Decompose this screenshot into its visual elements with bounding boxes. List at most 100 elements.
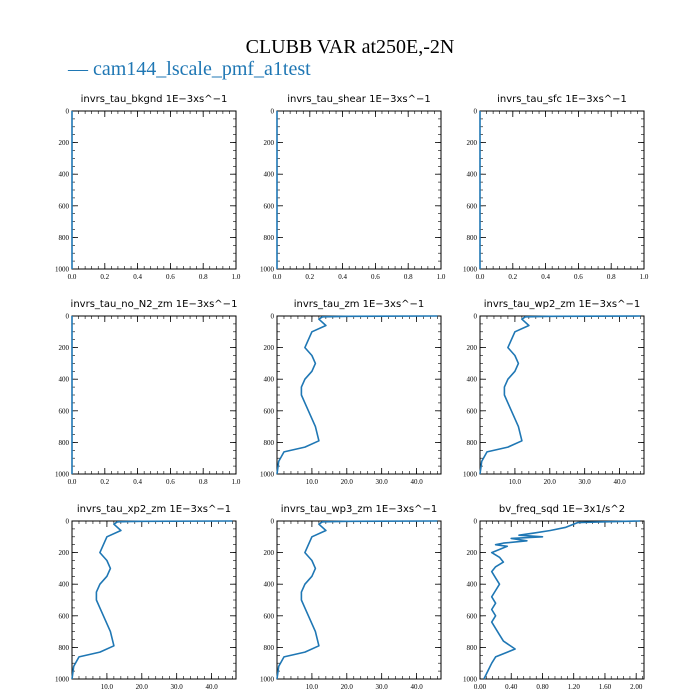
subplot-4: invrs_tau_no_N2_zm 1E−3xs^−10 200 400 600 80…: [55, 299, 241, 486]
x-tick-label: 0.0: [68, 273, 77, 281]
x-tick-label: 0.2: [100, 478, 109, 486]
x-tick-label: 0.8: [404, 273, 413, 281]
y-tick-label: 800: [467, 234, 478, 242]
x-tick-label: 10.0: [101, 683, 114, 691]
y-tick-label: 1000: [260, 471, 275, 479]
x-tick-label: 20.0: [544, 478, 557, 486]
y-tick-label: 400: [59, 171, 70, 179]
x-tick-label: 0.4: [541, 273, 550, 281]
plot-frame: [71, 315, 237, 475]
x-tick-label: 0.6: [574, 273, 583, 281]
y-tick-label: 800: [264, 439, 275, 447]
x-tick-label: 0.0: [68, 478, 77, 486]
x-tick-label: 30.0: [579, 478, 592, 486]
y-tick-label: 800: [467, 644, 478, 652]
y-tick-label: 0: [271, 313, 275, 321]
subplot-7: invrs_tau_xp2_zm 1E−3xs^−1 0 200 400 600 800 1…: [55, 504, 237, 691]
y-tick-label: 0: [66, 518, 70, 526]
x-tick-label: 0.2: [305, 273, 314, 281]
x-tick-label: 0.8: [607, 273, 616, 281]
y-tick-label: 400: [59, 376, 70, 384]
subplot-6: invrs_tau_wp2_zm 1E−3xs^−1 0 200 400 600 800 1…: [463, 299, 645, 486]
x-tick-label: 20.0: [341, 683, 354, 691]
y-tick-label: 400: [264, 581, 275, 589]
subplot-title: invrs_tau_wp2_zm 1E−3xs^−1: [484, 299, 640, 310]
x-tick-label: 1.0: [232, 273, 241, 281]
subplot-title: invrs_tau_shear 1E−3xs^−1: [287, 94, 431, 105]
plot-frame: [479, 520, 645, 680]
y-tick-label: 200: [59, 549, 70, 557]
y-tick-label: 600: [467, 612, 478, 620]
x-tick-label: 20.0: [341, 478, 354, 486]
y-tick-label: 200: [264, 139, 275, 147]
series-line: [479, 315, 641, 475]
x-tick-label: 0.6: [371, 273, 380, 281]
y-tick-label: 600: [264, 612, 275, 620]
plot-frame: [276, 110, 442, 270]
y-tick-label: 1000: [55, 471, 70, 479]
y-tick-label: 200: [467, 549, 478, 557]
x-tick-label: 40.0: [205, 683, 218, 691]
plot-frame: [479, 110, 645, 270]
y-tick-label: 1000: [55, 676, 70, 684]
x-tick-label: 0.8: [199, 478, 208, 486]
y-tick-label: 1000: [55, 266, 70, 274]
subplot-title: invrs_tau_xp2_zm 1E−3xs^−1: [77, 504, 231, 515]
x-tick-label: 1.0: [437, 273, 446, 281]
y-tick-label: 400: [467, 581, 478, 589]
x-tick-label: 40.0: [410, 478, 423, 486]
y-tick-label: 200: [467, 344, 478, 352]
subplot-2: invrs_tau_shear 1E−3xs^−1 0 200 400 600 800 10…: [260, 94, 446, 281]
subplot-title: invrs_tau_no_N2_zm 1E−3xs^−1: [71, 299, 238, 310]
subplot-5: invrs_tau_zm 1E−3xs^−1 0 200 400 600 800 1000 1…: [260, 299, 442, 486]
subplot-title: invrs_tau_zm 1E−3xs^−1: [294, 299, 425, 310]
y-tick-label: 800: [467, 439, 478, 447]
y-tick-label: 600: [59, 612, 70, 620]
x-tick-label: 1.0: [640, 273, 649, 281]
x-tick-label: 0.8: [199, 273, 208, 281]
x-tick-label: 0.4: [338, 273, 347, 281]
legend-entry: — cam144_lscale_pmf_a1test: [68, 58, 311, 80]
y-tick-label: 1000: [260, 676, 275, 684]
series-line: [276, 520, 438, 680]
x-tick-label: 0.6: [166, 478, 175, 486]
x-tick-label: 0.4: [133, 273, 142, 281]
y-tick-label: 800: [59, 644, 70, 652]
x-tick-label: 10.0: [306, 683, 319, 691]
y-tick-label: 600: [467, 407, 478, 415]
subplot-title: invrs_tau_sfc 1E−3xs^−1: [497, 94, 627, 105]
x-tick-label: 1.0: [232, 478, 241, 486]
x-tick-label: 40.0: [613, 478, 626, 486]
plot-frame: [71, 110, 237, 270]
subplot-title: bv_freq_sqd 1E−3x1/s^2: [499, 504, 625, 515]
x-tick-label: 0.2: [508, 273, 517, 281]
x-tick-label: 10.0: [509, 478, 522, 486]
y-tick-label: 800: [59, 439, 70, 447]
subplot-8: invrs_tau_wp3_zm 1E−3xs^−1 0 200 400 600 800 1…: [260, 504, 442, 691]
y-tick-label: 600: [467, 202, 478, 210]
series-line: [483, 520, 641, 680]
y-tick-label: 0: [474, 313, 478, 321]
y-tick-label: 400: [59, 581, 70, 589]
y-tick-label: 200: [59, 139, 70, 147]
y-tick-label: 400: [467, 171, 478, 179]
y-tick-label: 0: [474, 108, 478, 116]
x-tick-label: 0.40: [505, 683, 518, 691]
x-tick-label: 0.0: [273, 273, 282, 281]
y-tick-label: 800: [264, 234, 275, 242]
y-tick-label: 600: [264, 407, 275, 415]
y-tick-label: 0: [66, 313, 70, 321]
subplot-9: bv_freq_sqd 1E−3x1/s^2020040060080010000…: [463, 504, 645, 691]
y-tick-label: 0: [474, 518, 478, 526]
x-tick-label: 0.80: [536, 683, 549, 691]
x-tick-label: 0.2: [100, 273, 109, 281]
subplot-1: invrs_tau_bkgnd 1E−3xs^−1 0 200 400 600 800 10…: [55, 94, 241, 281]
x-tick-label: 40.0: [410, 683, 423, 691]
y-tick-label: 0: [271, 518, 275, 526]
x-tick-label: 0.00: [474, 683, 487, 691]
figure-title: CLUBB VAR at250E,-2N: [245, 36, 455, 58]
x-tick-label: 30.0: [376, 478, 389, 486]
series-line: [71, 520, 233, 680]
y-tick-label: 0: [271, 108, 275, 116]
